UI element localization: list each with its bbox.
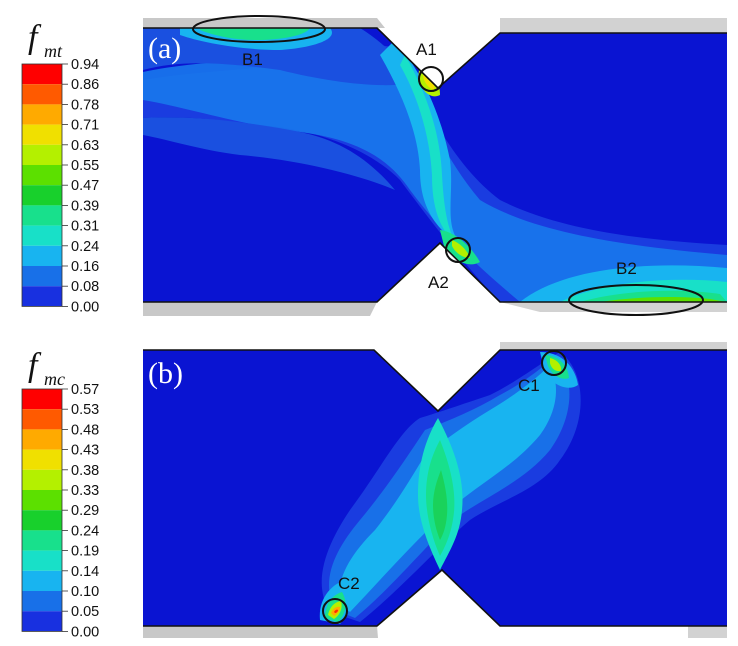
colorbar-band bbox=[22, 429, 62, 450]
colorbar-tick-label: 0.10 bbox=[71, 584, 99, 600]
colorbar-tick-label: 0.39 bbox=[71, 198, 99, 214]
colorbar-band bbox=[22, 165, 62, 186]
colorbar-tick-label: 0.63 bbox=[71, 138, 99, 154]
colorbar-band bbox=[22, 185, 62, 206]
specimen-outline-bottom-a bbox=[143, 241, 727, 303]
colorbar-b: 0.57 0.53 0.48 0.43 0.38 0.33 0.29 0.24 0.19 0.14… bbox=[21, 382, 99, 640]
colorbar-tick-label: 0.14 bbox=[71, 564, 99, 580]
colorbar-band bbox=[22, 469, 62, 490]
colorbar-tick-label: 0.71 bbox=[71, 118, 99, 134]
colorbar-band bbox=[22, 225, 62, 246]
colorbar-tick-label: 0.94 bbox=[71, 57, 99, 73]
colorbar-tick-label: 0.29 bbox=[71, 503, 99, 519]
panel-a: B1 A1 A2 B2 (a) f mt 0.94 0.86 0.78 0.71 0.6… bbox=[21, 15, 727, 316]
colorbar-tick-label: 0.31 bbox=[71, 219, 99, 235]
callout-ellipse-b2 bbox=[568, 284, 704, 316]
colorbar-band bbox=[22, 84, 62, 105]
colorbar-tick-label: 0.24 bbox=[71, 239, 99, 255]
specimen-outline-bottom-b bbox=[143, 568, 727, 627]
colorbar-band bbox=[22, 530, 62, 551]
colorbar-tick-label: 0.43 bbox=[71, 443, 99, 459]
colorbar-tick-label: 0.47 bbox=[71, 178, 99, 194]
colorbar-tick-label: 0.57 bbox=[71, 382, 99, 398]
variable-subscript-b: mc bbox=[44, 369, 65, 389]
callout-label-c2: C2 bbox=[338, 574, 360, 593]
colorbar-band bbox=[22, 286, 62, 307]
colorbar-tick-label: 0.33 bbox=[71, 483, 99, 499]
callout-label-a2: A2 bbox=[428, 273, 449, 292]
colorbar-band bbox=[22, 245, 62, 266]
colorbar-band bbox=[22, 124, 62, 145]
panel-label-a: (a) bbox=[148, 32, 181, 65]
colorbar-a: 0.94 0.86 0.78 0.71 0.63 0.55 0.47 0.39 0.31 0.24… bbox=[21, 57, 99, 315]
panel-b: C1 C2 (b) f mc 0.570.530.480.430.380.330… bbox=[21, 342, 727, 640]
colorbar-tick-label: 0.53 bbox=[71, 402, 99, 418]
colorbar-tick-label: 0.00 bbox=[71, 299, 99, 315]
variable-symbol-a: f bbox=[28, 19, 42, 56]
colorbar-band bbox=[22, 591, 62, 612]
colorbar-tick-label: 0.16 bbox=[71, 259, 99, 275]
callout-ellipse-b1 bbox=[192, 15, 326, 43]
colorbar-tick-label: 0.55 bbox=[71, 158, 99, 174]
colorbar-tick-label: 0.86 bbox=[71, 77, 99, 93]
colorbar-band bbox=[22, 611, 62, 632]
colorbar-tick-label: 0.05 bbox=[71, 604, 99, 620]
colorbar-tick-label: 0.38 bbox=[71, 463, 99, 479]
contour-field-b bbox=[143, 350, 727, 626]
colorbar-band bbox=[22, 64, 62, 85]
colorbar-band bbox=[22, 409, 62, 430]
colorbar-tick-label: 0.48 bbox=[71, 422, 99, 438]
callout-circle-a1 bbox=[418, 66, 444, 92]
callout-circle-c2 bbox=[322, 598, 348, 624]
colorbar-tick-label: 0.78 bbox=[71, 97, 99, 113]
colorbar-tick-label: 0.08 bbox=[71, 279, 99, 295]
colorbar-band bbox=[22, 490, 62, 511]
callout-circle-c1 bbox=[541, 350, 567, 376]
support-bars-a bbox=[143, 18, 727, 316]
colorbar-band bbox=[22, 205, 62, 226]
callout-circle-a2 bbox=[445, 237, 471, 263]
colorbar-tick-label: 0.19 bbox=[71, 544, 99, 560]
colorbar-tick-label: 0.24 bbox=[71, 523, 99, 539]
colorbar-band bbox=[22, 510, 62, 531]
colorbar-band bbox=[22, 144, 62, 165]
callout-label-a1: A1 bbox=[416, 40, 437, 59]
variable-symbol-b: f bbox=[28, 347, 42, 384]
colorbar-band bbox=[22, 266, 62, 287]
variable-subscript-a: mt bbox=[44, 41, 63, 61]
callout-label-b2: B2 bbox=[616, 259, 637, 278]
callout-label-b1: B1 bbox=[242, 50, 263, 69]
specimen-outline-top-b bbox=[143, 349, 727, 413]
support-bars-b bbox=[143, 342, 727, 638]
colorbar-band bbox=[22, 550, 62, 571]
colorbar-band bbox=[22, 389, 62, 410]
colorbar-band bbox=[22, 570, 62, 591]
colorbar-band bbox=[22, 449, 62, 470]
panel-label-b: (b) bbox=[148, 357, 183, 390]
colorbar-tick-label: 0.00 bbox=[71, 624, 99, 640]
colorbar-band bbox=[22, 104, 62, 125]
callout-label-c1: C1 bbox=[518, 376, 540, 395]
